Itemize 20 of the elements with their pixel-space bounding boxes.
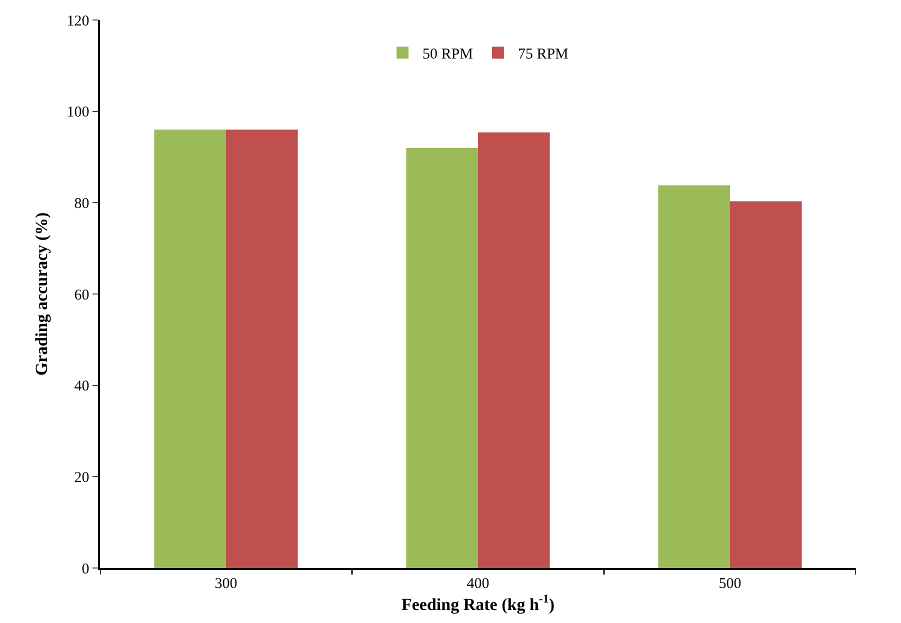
y-tick-label: 100	[66, 104, 90, 121]
bar	[406, 148, 478, 568]
bar	[478, 132, 550, 568]
y-tick-label: 120	[66, 13, 90, 30]
y-tick-label: 80	[74, 196, 90, 212]
y-tick-label: 40	[74, 378, 90, 395]
x-axis-title: Feeding Rate (kg h$^{-1}$)	[402, 592, 554, 614]
bar	[730, 201, 802, 568]
legend-label: 50 RPM	[422, 46, 473, 63]
y-tick-label: 60	[74, 287, 90, 304]
x-tick-label: 500	[718, 576, 742, 592]
bar	[658, 185, 730, 568]
x-tick-label: 400	[466, 576, 490, 592]
y-axis-title: Grading accuracy (%)	[32, 212, 51, 376]
bar	[154, 130, 226, 568]
x-tick-label: 300	[214, 576, 238, 592]
legend-label: 75 RPM	[518, 46, 568, 63]
y-tick-label: 0	[82, 561, 90, 578]
bar	[226, 130, 298, 568]
y-tick-label: 20	[74, 470, 90, 486]
